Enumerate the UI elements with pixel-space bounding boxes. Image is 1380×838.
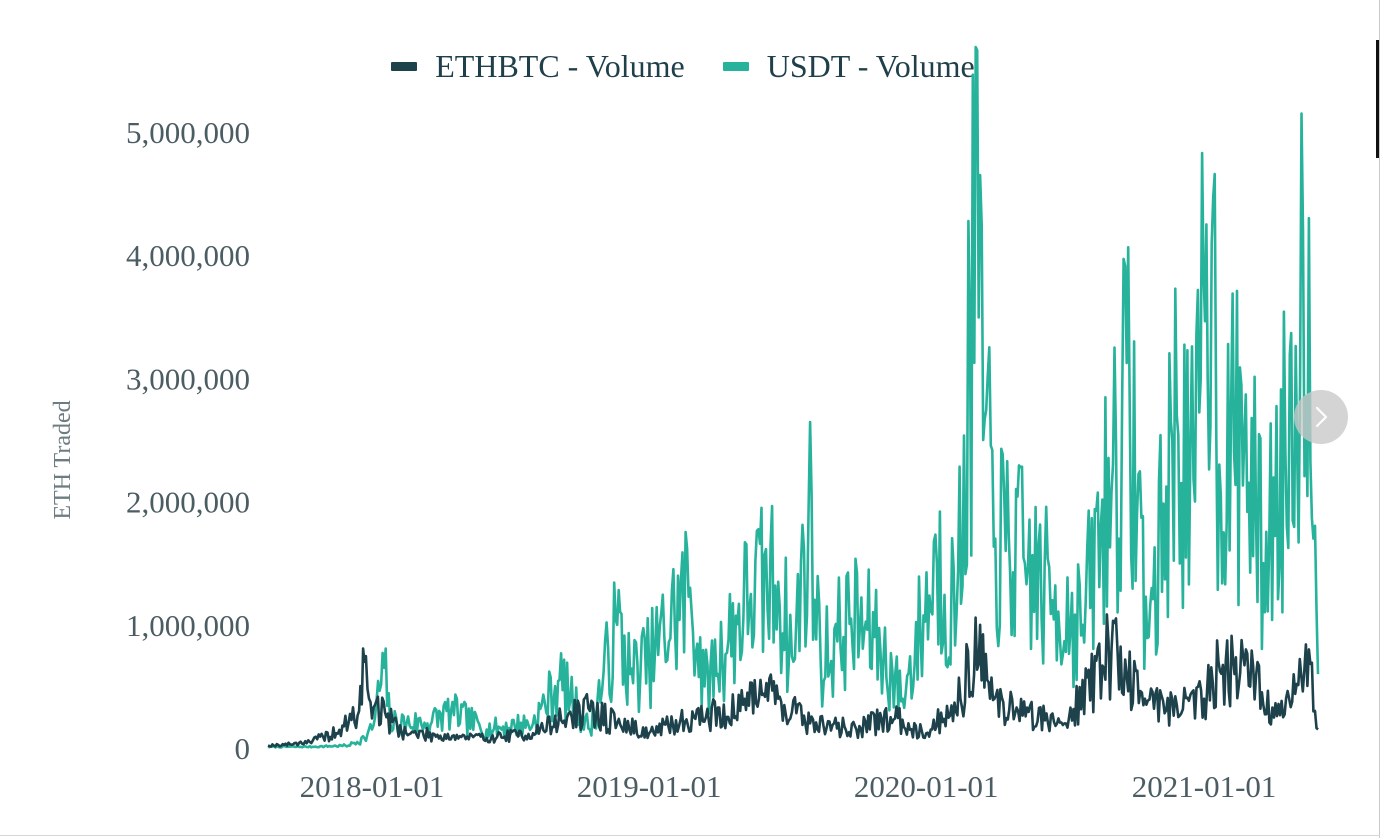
legend-item-usdt[interactable]: USDT - Volume (722, 48, 975, 85)
chevron-right-icon (1315, 406, 1328, 428)
y-axis-title: ETH Traded (50, 400, 76, 519)
x-tick-label: 2021-01-01 (1132, 769, 1277, 804)
series-line-ethbtc-volume (267, 613, 1319, 748)
y-tick-label: 0 (235, 731, 251, 766)
frame-border-bottom (0, 835, 1380, 836)
y-tick-label: 3,000,000 (126, 361, 250, 396)
next-slide-button[interactable] (1294, 390, 1348, 444)
series-line-usdt-volume (267, 45, 1320, 749)
legend-item-ethbtc[interactable]: ETHBTC - Volume (391, 48, 685, 85)
edge-marker (1376, 40, 1379, 158)
x-axis-tick-labels: 2018-01-01 2019-01-01 2020-01-01 2021-01-01 (300, 769, 1277, 804)
y-tick-label: 4,000,000 (126, 238, 250, 273)
x-tick-label: 2018-01-01 (300, 769, 445, 804)
y-tick-label: 2,000,000 (126, 485, 250, 520)
y-tick-label: 5,000,000 (126, 115, 250, 150)
legend-swatch-ethbtc (391, 62, 418, 71)
x-tick-label: 2020-01-01 (854, 769, 999, 804)
legend-label-ethbtc: ETHBTC - Volume (435, 48, 685, 84)
series-layer (267, 45, 1320, 749)
x-tick-label: 2019-01-01 (577, 769, 722, 804)
chart-legend: ETHBTC - Volume USDT - Volume (0, 48, 1380, 88)
legend-label-usdt: USDT - Volume (766, 48, 975, 84)
y-tick-label: 1,000,000 (126, 608, 250, 643)
y-axis-tick-labels: 0 1,000,000 2,000,000 3,000,000 4,000,000 5,0… (126, 115, 250, 766)
legend-swatch-usdt (722, 62, 749, 71)
